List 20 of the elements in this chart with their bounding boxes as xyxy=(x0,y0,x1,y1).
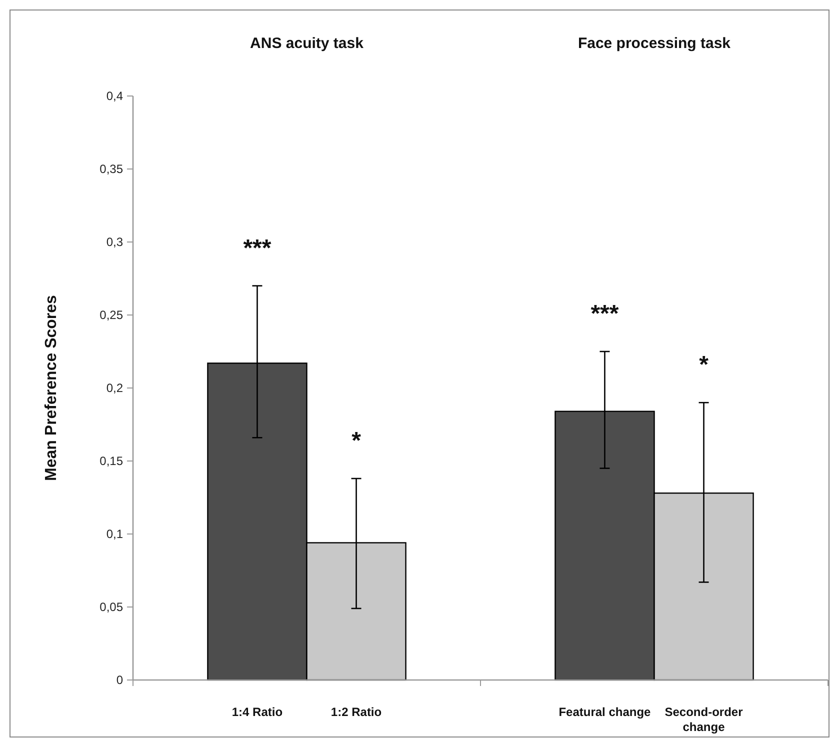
y-tick-label: 0,35 xyxy=(100,162,124,176)
annotation: * xyxy=(352,428,362,455)
y-tick-label: 0,15 xyxy=(100,454,124,468)
y-tick-label: 0 xyxy=(116,673,124,688)
annotation: * xyxy=(699,352,710,379)
annotation: *** xyxy=(590,300,620,328)
annotation: *** xyxy=(243,234,272,262)
y-tick-label: 0,05 xyxy=(100,600,124,614)
y-tick-label: 0,3 xyxy=(106,235,124,250)
text: Face processing task xyxy=(578,35,732,52)
text: ANS acuity task xyxy=(250,35,364,52)
y-tick-label: 0,2 xyxy=(106,381,124,396)
x-tick-label: 1:2 Ratio xyxy=(330,705,382,719)
y-tick-label: 0,4 xyxy=(106,89,124,104)
y-tick-label: 0,25 xyxy=(100,308,124,322)
x-tick-label: Second-order change xyxy=(664,705,744,734)
y-axis-title: Mean Preference Scores xyxy=(43,294,60,481)
y-tick-label: 0,1 xyxy=(106,527,124,542)
x-tick-label: 1:4 Ratio xyxy=(232,705,283,719)
x-tick-label: Featural change xyxy=(558,705,652,719)
